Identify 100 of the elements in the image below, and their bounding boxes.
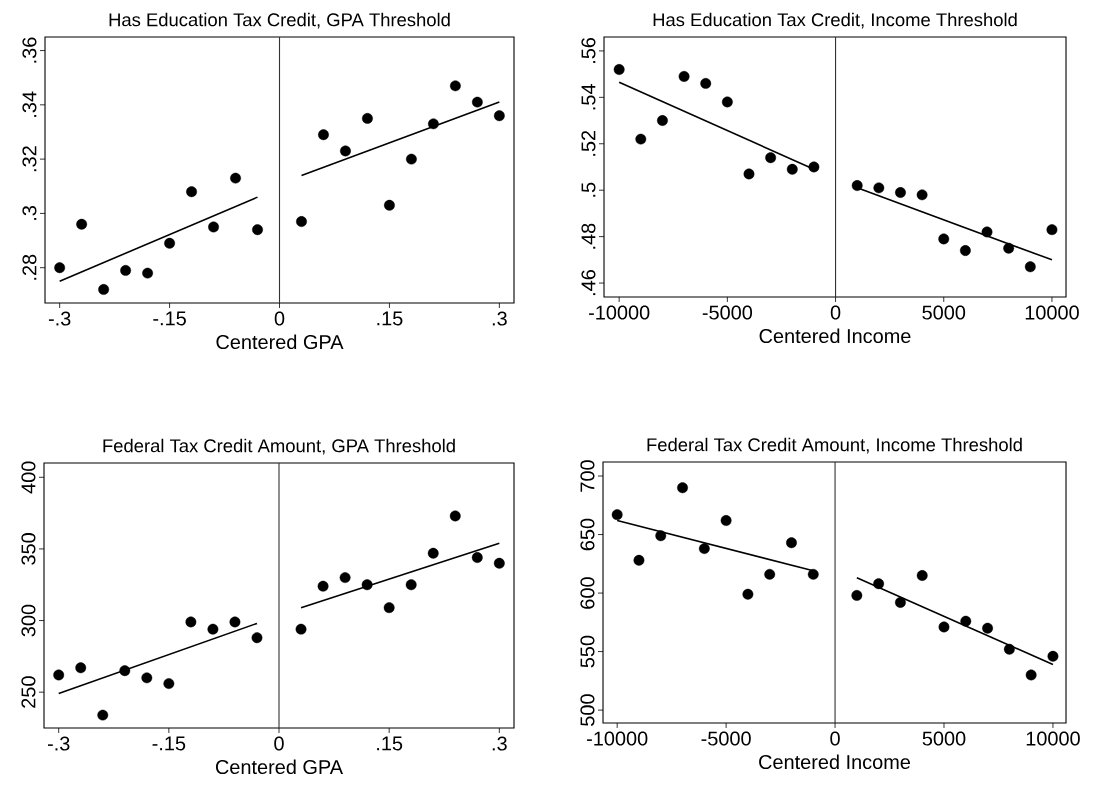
y-tick-label: 550 bbox=[580, 635, 595, 668]
point bbox=[119, 665, 131, 677]
y-tick-label: .5 bbox=[581, 182, 596, 197]
x-tick-label: 0 bbox=[274, 736, 284, 751]
point bbox=[613, 64, 625, 75]
x-tick-label: -5000 bbox=[701, 731, 751, 746]
x-tick-label: -.3 bbox=[48, 311, 71, 326]
point bbox=[97, 709, 109, 721]
point bbox=[471, 552, 483, 563]
point bbox=[493, 557, 505, 569]
y-tick-label: .52 bbox=[581, 130, 596, 156]
point bbox=[471, 96, 483, 108]
x-tick-label: .15 bbox=[377, 736, 403, 751]
point bbox=[743, 168, 755, 180]
y-tick-label: 600 bbox=[580, 577, 595, 609]
point bbox=[98, 284, 110, 295]
point bbox=[635, 133, 647, 145]
point bbox=[851, 590, 863, 601]
point bbox=[895, 187, 906, 198]
point bbox=[295, 623, 307, 635]
point bbox=[230, 172, 241, 184]
y-tick-label: 650 bbox=[580, 518, 595, 551]
y-tick-label: .48 bbox=[581, 223, 596, 249]
x-tick-label: -.3 bbox=[47, 736, 70, 751]
point bbox=[698, 543, 710, 554]
point bbox=[186, 186, 197, 198]
point bbox=[677, 482, 688, 494]
point bbox=[339, 572, 351, 583]
x-tick-label: 0 bbox=[830, 305, 841, 320]
point bbox=[765, 152, 777, 164]
x-tick-label: .15 bbox=[377, 311, 403, 326]
point bbox=[427, 547, 439, 559]
y-tick-label: .3 bbox=[22, 205, 37, 220]
point bbox=[384, 199, 395, 211]
point bbox=[229, 616, 241, 628]
point bbox=[449, 510, 461, 522]
point bbox=[318, 129, 329, 141]
point bbox=[317, 580, 329, 592]
point bbox=[405, 579, 417, 591]
point bbox=[296, 216, 307, 227]
point bbox=[76, 218, 88, 230]
point bbox=[982, 622, 993, 634]
y-tick-label: 350 bbox=[21, 533, 36, 565]
point bbox=[449, 80, 461, 92]
point bbox=[251, 632, 263, 644]
y-tick-label: .34 bbox=[22, 91, 37, 117]
y-tick-label: .28 bbox=[22, 254, 37, 280]
point bbox=[1046, 224, 1058, 236]
point bbox=[678, 71, 690, 82]
y-tick-label: .46 bbox=[581, 270, 596, 296]
y-tick-label: 700 bbox=[580, 460, 595, 492]
x-tick-label: 5000 bbox=[922, 731, 966, 746]
point bbox=[207, 623, 219, 635]
x-tick-label: 10000 bbox=[1026, 731, 1080, 746]
x-tick-label: 0 bbox=[830, 731, 840, 746]
point bbox=[655, 530, 667, 542]
point bbox=[54, 262, 66, 274]
point bbox=[764, 568, 776, 580]
x-tick-label: -10000 bbox=[589, 305, 650, 320]
x-axis-title: Centered Income bbox=[759, 754, 911, 770]
point bbox=[163, 678, 175, 689]
point bbox=[895, 597, 906, 608]
point bbox=[721, 96, 733, 108]
point bbox=[657, 115, 668, 126]
point bbox=[981, 226, 993, 238]
point bbox=[1003, 242, 1015, 254]
point bbox=[428, 118, 439, 130]
point bbox=[873, 578, 885, 590]
chart-title: Has Education Tax Credit, GPA Threshold bbox=[109, 12, 450, 29]
point bbox=[633, 554, 645, 566]
y-tick-label: .56 bbox=[581, 37, 596, 63]
point bbox=[808, 161, 820, 173]
point bbox=[383, 602, 395, 614]
x-tick-label: 10000 bbox=[1025, 305, 1079, 320]
point bbox=[1024, 261, 1036, 273]
y-tick-label: .32 bbox=[22, 146, 37, 172]
point bbox=[938, 621, 950, 633]
point bbox=[120, 265, 132, 276]
x-tick-label: -.15 bbox=[153, 311, 186, 326]
y-tick-label: 300 bbox=[21, 604, 36, 637]
y-tick-label: 500 bbox=[580, 694, 595, 726]
x-axis-title: Centered GPA bbox=[216, 334, 344, 350]
point bbox=[141, 672, 153, 684]
x-tick-label: 5000 bbox=[922, 305, 966, 320]
x-tick-label: 0 bbox=[274, 311, 285, 326]
point bbox=[53, 669, 65, 681]
x-tick-label: -5000 bbox=[702, 305, 753, 320]
x-axis-title: Centered GPA bbox=[215, 759, 344, 775]
point bbox=[786, 163, 798, 175]
chart-title: Federal Tax Credit Amount, GPA Threshold bbox=[103, 438, 455, 455]
point bbox=[960, 615, 972, 627]
point bbox=[611, 509, 623, 521]
x-tick-label: .3 bbox=[492, 311, 507, 326]
y-tick-label: .36 bbox=[22, 37, 37, 63]
point bbox=[1025, 669, 1037, 681]
x-tick-label: -.15 bbox=[152, 736, 186, 751]
y-tick-label: .54 bbox=[581, 84, 596, 110]
point bbox=[851, 180, 863, 191]
chart-title: Has Education Tax Credit, Income Threshold bbox=[653, 12, 1017, 29]
point bbox=[938, 233, 950, 245]
